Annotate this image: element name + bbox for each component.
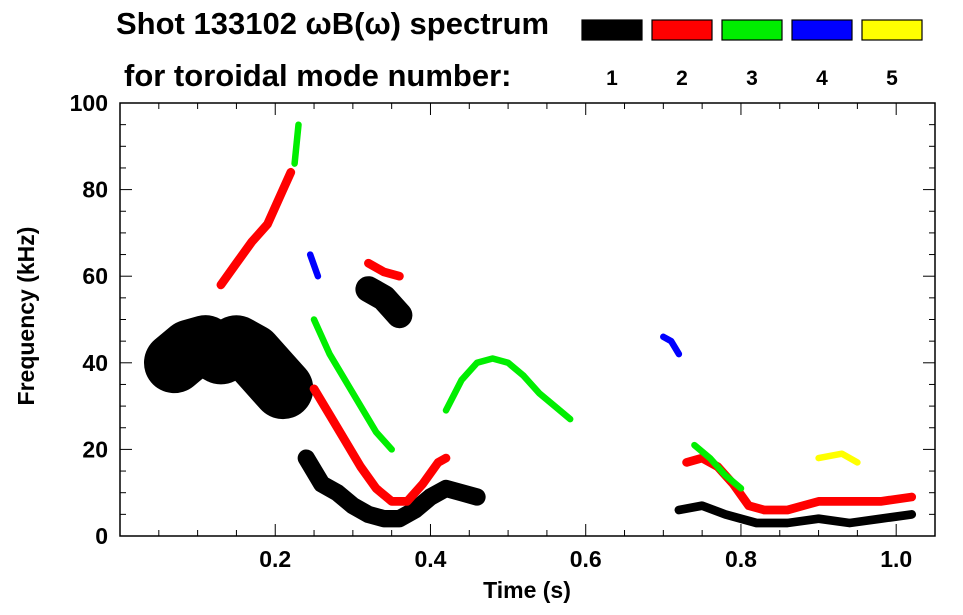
y-axis-ticks: 0 20 40 60 80 100 (70, 90, 935, 549)
series-mode-4-12 (660, 333, 683, 358)
data-layer (144, 121, 917, 528)
x-tick-label: 0.4 (414, 546, 446, 572)
y-tick-label: 40 (82, 350, 108, 376)
series-mode-3-11 (691, 441, 745, 492)
series-mode-2-4 (216, 167, 296, 290)
legend-swatch-2 (651, 19, 713, 41)
series-mode-1-2 (355, 276, 413, 329)
legend-swatch-1 (581, 19, 643, 41)
plot-area: 0.2 0.4 0.6 0.8 1.0 0 20 40 60 80 100 (70, 90, 936, 572)
legend: 1 2 3 4 5 (581, 19, 923, 90)
y-tick-label: 60 (82, 263, 108, 289)
series-mode-1-1 (144, 315, 314, 420)
x-tick-label: 1.0 (880, 546, 912, 572)
legend-label-1: 1 (606, 67, 618, 90)
legend-swatch-3 (721, 19, 783, 41)
series-mode-2-6 (364, 258, 404, 281)
x-tick-label: 0.6 (570, 546, 602, 572)
legend-label-5: 5 (886, 67, 898, 90)
series-mode-3-8 (310, 316, 395, 453)
series-mode-1-0 (297, 449, 486, 528)
y-tick-label: 0 (95, 523, 108, 549)
series-mode-3-9 (442, 355, 574, 423)
legend-swatch-5 (861, 19, 923, 41)
legend-label-4: 4 (816, 67, 828, 90)
x-tick-label: 0.8 (725, 546, 757, 572)
y-tick-label: 100 (70, 90, 108, 116)
legend-label-3: 3 (746, 67, 758, 90)
x-axis-ticks: 0.2 0.4 0.6 0.8 1.0 (158, 103, 936, 572)
series-mode-3-10 (291, 121, 302, 167)
legend-swatch-4 (791, 19, 853, 41)
series-mode-4-13 (306, 251, 322, 280)
x-axis-label: Time (s) (483, 577, 571, 603)
y-axis-label: Frequency (kHz) (13, 227, 39, 406)
series-mode-5-14 (815, 450, 861, 466)
x-tick-label: 0.2 (259, 546, 291, 572)
y-tick-label: 20 (82, 436, 108, 462)
series-mode-1-3 (674, 501, 917, 528)
plot-frame (119, 102, 936, 537)
y-tick-label: 80 (82, 177, 108, 203)
legend-label-2: 2 (676, 67, 688, 90)
chart-title-line1: Shot 133102 ωB(ω) spectrum (116, 6, 549, 41)
chart-title-line2: for toroidal mode number: (124, 58, 512, 93)
series-mode-2-5 (309, 384, 451, 506)
